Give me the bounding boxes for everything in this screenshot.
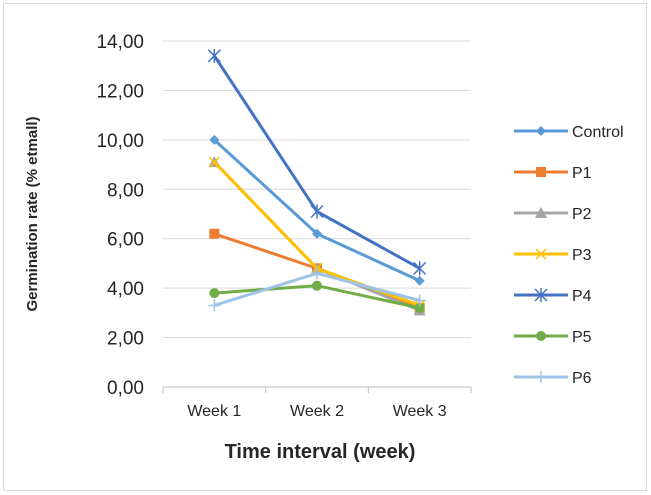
data-point-marker <box>413 294 426 307</box>
legend-item-control: Control <box>514 124 624 141</box>
data-point-marker <box>312 280 322 291</box>
legend-label: P6 <box>572 370 592 387</box>
legend-item-p5: P5 <box>514 329 592 346</box>
legend-item-p3: P3 <box>514 247 592 264</box>
y-tick-label: 10,00 <box>96 131 144 152</box>
series-p5 <box>209 280 425 313</box>
data-point-marker <box>209 134 220 145</box>
y-tick-label: 4,00 <box>107 279 144 300</box>
y-tick-label: 8,00 <box>107 180 144 201</box>
data-point-marker <box>414 302 425 313</box>
legend-item-p1: P1 <box>514 165 592 182</box>
chart-frame <box>3 3 647 491</box>
data-point-marker <box>311 267 323 280</box>
legend-marker <box>535 371 547 383</box>
legend-label: P3 <box>572 247 592 264</box>
x-tick-label: Week 2 <box>290 403 344 420</box>
legend-label: P4 <box>572 288 592 305</box>
x-tick-label: Week 3 <box>393 403 447 420</box>
data-point-marker <box>413 261 427 276</box>
legend-label: P5 <box>572 329 592 346</box>
series-p6 <box>208 267 426 312</box>
legend-item-p6: P6 <box>514 370 592 387</box>
legend-marker <box>536 126 546 136</box>
gridlines <box>162 40 472 393</box>
data-point-marker <box>209 288 220 299</box>
legend-label: P2 <box>572 206 592 223</box>
y-axis-label: Germination rate (% etmall) <box>24 116 41 311</box>
x-tick-labels: Week 1 Week 2 Week 3 <box>187 403 446 420</box>
legend-item-p2: P2 <box>514 206 592 223</box>
y-tick-label: 12,00 <box>96 81 144 102</box>
data-point-marker <box>414 275 425 286</box>
legend-label: P1 <box>572 165 592 182</box>
y-tick-labels: 0,00 2,00 4,00 6,00 8,00 10,00 12,00 14,00 <box>96 32 144 399</box>
series-control <box>209 134 425 286</box>
series-p4 <box>207 48 427 276</box>
y-tick-label: 6,00 <box>107 230 144 251</box>
y-tick-label: 14,00 <box>96 32 144 53</box>
x-tick-label: Week 1 <box>187 403 241 420</box>
data-point-marker <box>207 48 221 63</box>
legend-marker <box>536 167 546 177</box>
y-tick-label: 0,00 <box>107 378 144 399</box>
series-lines <box>207 48 427 316</box>
y-tick-label: 2,00 <box>107 329 144 350</box>
data-point-marker <box>312 228 322 239</box>
data-point-marker <box>208 299 221 312</box>
x-axis-label: Time interval (week) <box>225 441 416 463</box>
legend-marker <box>536 331 546 341</box>
legend: Control P1 P2 P3 P4 P5 P6 <box>514 124 624 387</box>
data-point-marker <box>209 228 220 239</box>
legend-item-p4: P4 <box>514 288 592 305</box>
legend-label: Control <box>572 124 624 141</box>
legend-marker <box>535 248 547 260</box>
legend-marker <box>534 288 548 302</box>
data-point-marker <box>310 204 324 219</box>
data-point-marker <box>208 156 220 168</box>
legend-marker <box>535 207 547 218</box>
